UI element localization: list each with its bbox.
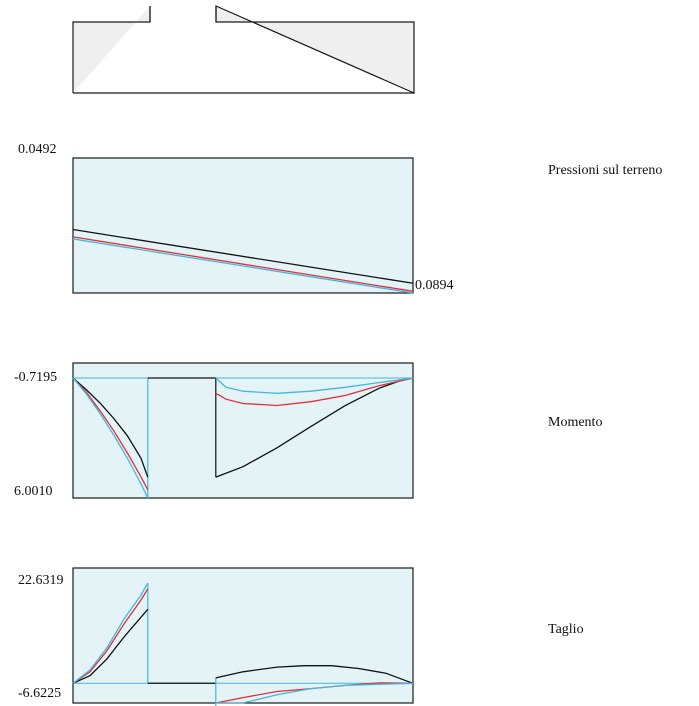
moment-curve-black-0 [72,377,149,478]
shear-curve-cyan-0 [72,582,149,684]
pressure-end-label: 0.0894 [415,278,454,293]
moment-top-label: -0.7195 [14,370,58,385]
pressure-line-black [72,228,414,284]
pressure-top-label: 0.0492 [18,142,57,157]
shear-curve-cyan-1 [215,682,414,704]
shear-title: Taglio [548,622,584,637]
moment-curve-red-1 [215,377,414,407]
moment-curve-cyan-1 [215,377,414,394]
shear-curve-black-1 [215,665,414,684]
shear-panel [72,567,414,704]
moment-curve-cyan-0 [72,377,149,499]
pressure-line-cyan [72,238,414,294]
moment-title: Momento [548,415,603,430]
shear-bottom-label: -6.6225 [18,686,62,701]
moment-curve-red-0 [72,377,149,491]
pressure-panel [72,157,414,294]
shear-top-label: 22.6319 [18,573,64,588]
moment-bottom-label: 6.0010 [14,484,53,499]
pressure-line-red [72,236,414,292]
series-layer [72,228,414,706]
footing-outline-icon [72,5,415,94]
pressure-title: Pressioni sul terreno [548,163,663,178]
shear-curve-black-0 [72,608,149,684]
shear-curve-red-0 [72,588,149,684]
